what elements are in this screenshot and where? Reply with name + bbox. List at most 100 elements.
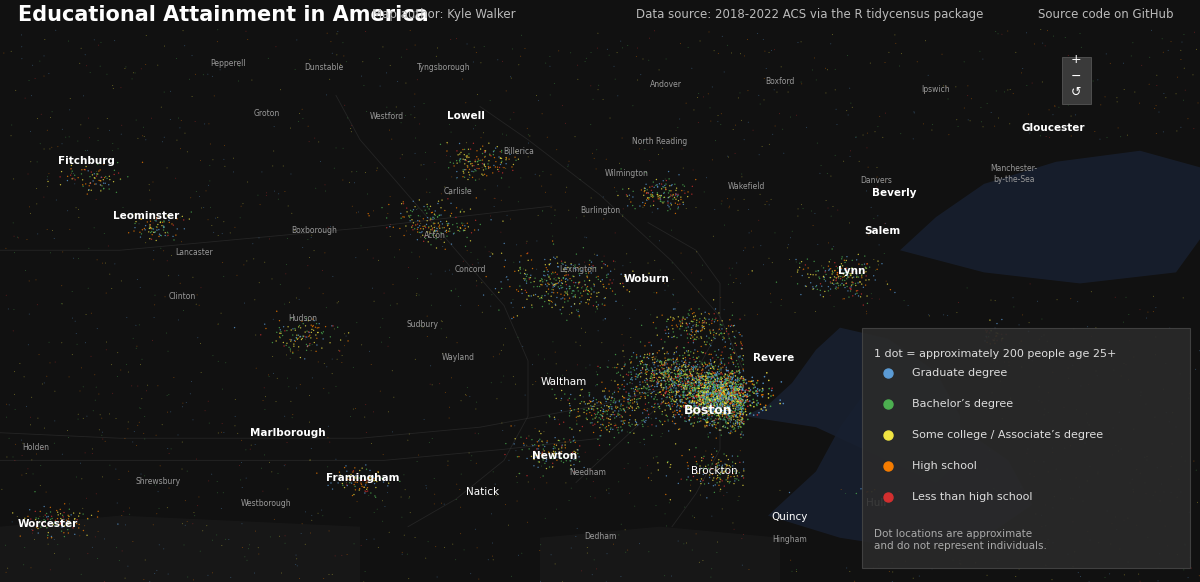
Point xyxy=(50,180,70,189)
Point xyxy=(476,162,496,171)
Point xyxy=(476,272,496,281)
Point xyxy=(848,272,868,282)
Point xyxy=(724,411,743,421)
Point xyxy=(985,324,1004,333)
Point xyxy=(720,344,739,353)
Point xyxy=(731,407,750,417)
Point xyxy=(556,187,575,197)
Point xyxy=(265,514,284,524)
Point xyxy=(650,265,670,275)
Point xyxy=(400,212,419,222)
Point xyxy=(560,408,580,417)
Point xyxy=(659,365,678,374)
Point xyxy=(508,478,527,487)
Point xyxy=(570,293,589,302)
Point xyxy=(187,290,206,300)
Point xyxy=(738,415,757,424)
Point xyxy=(506,147,526,157)
Point xyxy=(703,314,722,324)
Point xyxy=(575,404,594,414)
Point xyxy=(82,308,101,318)
Point xyxy=(841,271,860,280)
Point xyxy=(318,433,337,442)
Point xyxy=(716,403,736,412)
Point xyxy=(541,550,560,559)
Point xyxy=(643,193,662,202)
Point xyxy=(722,378,742,387)
Point xyxy=(374,289,394,298)
Point xyxy=(660,382,679,392)
Point xyxy=(540,62,559,71)
Point xyxy=(826,284,845,293)
Point xyxy=(493,129,512,139)
Point xyxy=(848,278,868,288)
Point xyxy=(596,406,616,416)
Point xyxy=(725,385,744,394)
Point xyxy=(550,274,569,283)
Point xyxy=(666,189,685,198)
Point xyxy=(545,280,564,289)
Point xyxy=(727,399,746,408)
Point xyxy=(734,398,754,407)
Point xyxy=(97,70,116,79)
Point xyxy=(910,572,929,581)
Point xyxy=(652,376,671,385)
Point xyxy=(728,401,748,410)
Point xyxy=(709,325,728,334)
Point xyxy=(659,371,678,380)
Point xyxy=(547,505,566,514)
Point xyxy=(191,339,210,348)
Point xyxy=(700,406,719,415)
Point xyxy=(721,368,740,378)
Point xyxy=(616,407,635,417)
Point xyxy=(106,259,125,268)
Point xyxy=(581,418,600,428)
Point xyxy=(152,137,172,147)
Point xyxy=(708,353,727,362)
Point xyxy=(698,399,718,409)
Point xyxy=(414,160,433,169)
Point xyxy=(109,475,128,484)
Point xyxy=(458,151,478,161)
Point xyxy=(676,189,695,198)
Point xyxy=(146,431,166,440)
Point xyxy=(44,234,64,243)
Point xyxy=(541,292,560,301)
Point xyxy=(580,391,599,400)
Point xyxy=(660,386,679,395)
Point xyxy=(658,367,677,377)
Point xyxy=(696,372,715,381)
Point xyxy=(173,399,192,408)
Point xyxy=(659,167,678,176)
Point xyxy=(143,336,162,345)
Point xyxy=(323,272,342,281)
Point xyxy=(50,509,70,519)
Point xyxy=(710,425,730,435)
Point xyxy=(454,167,473,176)
Point xyxy=(70,520,89,529)
Point xyxy=(716,370,736,379)
Point xyxy=(678,42,697,52)
Point xyxy=(560,310,580,319)
Point xyxy=(686,361,706,371)
Point xyxy=(481,215,500,225)
Point xyxy=(598,395,617,404)
Point xyxy=(157,328,176,338)
Point xyxy=(143,224,162,233)
Point xyxy=(571,385,590,395)
Point xyxy=(746,386,766,396)
Point xyxy=(694,392,713,402)
Point xyxy=(666,386,685,396)
Point xyxy=(601,423,620,432)
Point xyxy=(245,569,264,578)
Point xyxy=(1030,396,1049,406)
Point xyxy=(866,265,886,275)
Point xyxy=(22,514,41,524)
Point xyxy=(593,257,612,266)
Point xyxy=(355,482,374,492)
Point xyxy=(685,396,704,406)
Point xyxy=(552,443,571,453)
Point xyxy=(677,371,696,380)
Point xyxy=(715,360,734,369)
Point xyxy=(572,291,592,300)
